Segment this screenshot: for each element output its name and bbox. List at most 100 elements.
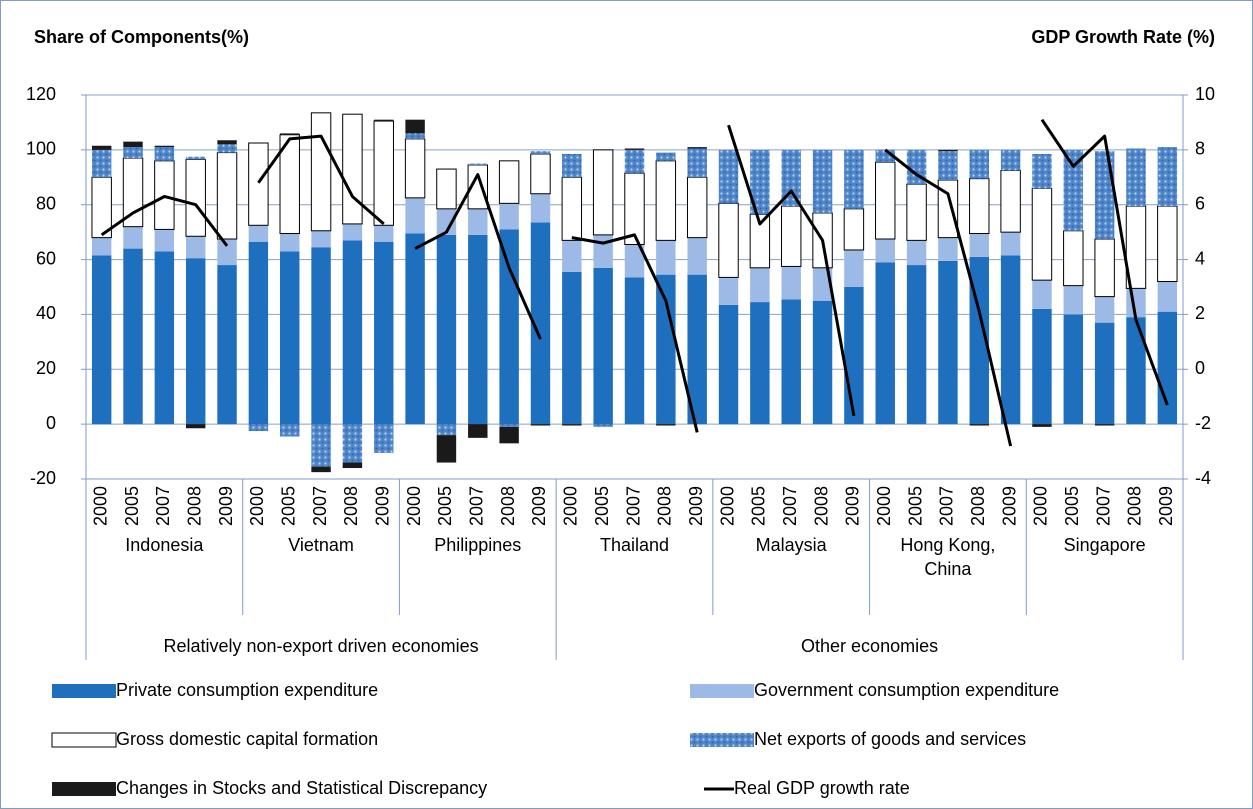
bar-segment bbox=[154, 145, 175, 148]
bar-segment bbox=[1094, 322, 1115, 425]
bar-segment bbox=[1094, 296, 1115, 323]
bar-segment bbox=[374, 424, 394, 453]
bar-segment bbox=[1094, 151, 1115, 239]
bar-segment bbox=[1031, 187, 1053, 281]
x-tick-label: 2008 bbox=[811, 486, 831, 526]
bar-segment bbox=[780, 205, 802, 267]
bar-segment bbox=[498, 160, 520, 204]
y2-tick-label: -2 bbox=[1195, 413, 1211, 433]
bar-segment bbox=[123, 248, 143, 425]
bar-segment bbox=[468, 208, 488, 235]
bar-segment bbox=[342, 223, 363, 241]
group-label: Other economies bbox=[801, 636, 938, 656]
x-tick-label: 2005 bbox=[122, 486, 142, 526]
bar-segment bbox=[718, 277, 739, 305]
bar-segment bbox=[750, 149, 770, 215]
bar-segment bbox=[248, 424, 269, 431]
country-label-box: Philippines bbox=[434, 535, 521, 555]
bar-segment bbox=[844, 287, 864, 425]
bar-segment bbox=[938, 260, 958, 425]
legend-label: Real GDP growth rate bbox=[734, 778, 910, 798]
x-tick-label: 2000 bbox=[561, 486, 581, 526]
bar-segment bbox=[969, 149, 989, 179]
bar-segment bbox=[342, 424, 363, 463]
bar-segment bbox=[342, 113, 363, 225]
bar-segment bbox=[655, 160, 677, 241]
bar-segment bbox=[123, 147, 143, 159]
bar-segment bbox=[1094, 238, 1115, 298]
bar-segment bbox=[1032, 308, 1052, 425]
line bbox=[257, 134, 385, 226]
x-tick-label: 2008 bbox=[184, 486, 204, 526]
bar-segment bbox=[750, 267, 770, 303]
x-tick-label: 2009 bbox=[686, 486, 706, 526]
y2-tick-label: 6 bbox=[1195, 193, 1205, 213]
bar-segment bbox=[1126, 317, 1146, 425]
x-tick-label: 2005 bbox=[905, 486, 925, 526]
bar-segment bbox=[562, 240, 582, 272]
bar-segment bbox=[656, 424, 676, 426]
bar-segment bbox=[436, 168, 457, 210]
x-tick-label: 2009 bbox=[216, 486, 236, 526]
legend-swatch bbox=[690, 684, 754, 698]
x-tick-label: 2000 bbox=[1031, 486, 1051, 526]
bar-segment bbox=[906, 183, 927, 241]
y-tick-label: 100 bbox=[26, 139, 56, 159]
bar-segment bbox=[906, 149, 927, 185]
bar-segment bbox=[342, 462, 363, 469]
bar-segment bbox=[217, 239, 237, 266]
bar-segment bbox=[938, 151, 958, 181]
bar-segment bbox=[311, 424, 331, 467]
bar-segment bbox=[248, 142, 269, 226]
bar-segment bbox=[906, 240, 927, 266]
bar-segment bbox=[1063, 149, 1084, 231]
bar-segment bbox=[185, 258, 206, 425]
bar-segment bbox=[468, 424, 488, 438]
bar-segment bbox=[656, 240, 676, 275]
bar-segment bbox=[185, 156, 206, 160]
bar-segment bbox=[1063, 230, 1084, 287]
bar-segment bbox=[969, 178, 990, 235]
bar-segment bbox=[750, 302, 770, 425]
line bbox=[1040, 118, 1169, 406]
bar-segment bbox=[374, 241, 394, 425]
x-tick-label: 2000 bbox=[247, 486, 267, 526]
bar-segment bbox=[938, 149, 958, 152]
legend-swatch bbox=[51, 732, 117, 748]
bar-segment bbox=[1157, 205, 1178, 283]
bar-segment bbox=[185, 158, 206, 237]
bar-segment bbox=[436, 234, 457, 425]
legend-label: Government consumption expenditure bbox=[754, 680, 1059, 700]
country-label: Vietnam bbox=[288, 535, 354, 555]
y2-tick-label: -4 bbox=[1195, 468, 1211, 488]
y2-axis-title: GDP Growth Rate (%) bbox=[1031, 27, 1215, 47]
bar-segment bbox=[311, 247, 331, 425]
bar-segment bbox=[154, 147, 175, 161]
bar-segment bbox=[686, 176, 708, 239]
bar-segment bbox=[1157, 311, 1178, 425]
bar-segment bbox=[185, 236, 206, 259]
bar-segment bbox=[123, 141, 143, 148]
bar-segment bbox=[436, 424, 457, 436]
bar-segment bbox=[718, 202, 739, 278]
bar-segment bbox=[906, 265, 927, 425]
bar-segment bbox=[530, 193, 551, 223]
x-tick-label: 2005 bbox=[1062, 486, 1082, 526]
bar-segment bbox=[1000, 149, 1021, 171]
y2-tick-label: 10 bbox=[1195, 84, 1215, 104]
bar-segment bbox=[875, 262, 895, 425]
bar-segment bbox=[91, 237, 112, 256]
bar-segment bbox=[405, 197, 425, 234]
x-tick-label: 2009 bbox=[843, 486, 863, 526]
bar-segment bbox=[562, 271, 582, 425]
bar-segment bbox=[436, 435, 457, 463]
bar-segment bbox=[373, 120, 394, 226]
bar-segment bbox=[280, 133, 300, 135]
x-tick-label: 2005 bbox=[592, 486, 612, 526]
bar-segment bbox=[1032, 153, 1052, 189]
bar-segment bbox=[656, 274, 676, 425]
bar-segment bbox=[687, 237, 707, 275]
bar-segment bbox=[468, 234, 488, 425]
bar-segment bbox=[624, 277, 645, 425]
